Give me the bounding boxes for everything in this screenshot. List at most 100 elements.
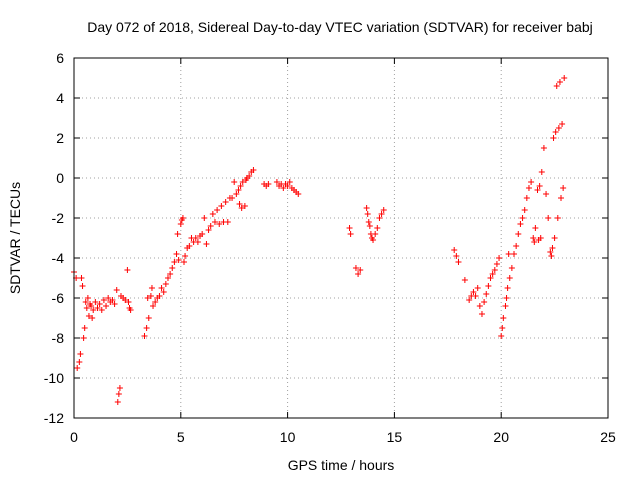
data-point	[127, 307, 134, 313]
data-point	[537, 235, 544, 241]
data-point	[81, 325, 88, 331]
data-point	[355, 271, 362, 277]
data-point	[186, 243, 193, 249]
data-point	[203, 241, 210, 247]
data-point	[98, 307, 105, 313]
data-point	[515, 231, 522, 237]
data-point	[82, 299, 89, 305]
data-point	[549, 245, 556, 251]
data-point	[506, 275, 513, 281]
data-point	[273, 179, 280, 185]
data-point	[559, 121, 566, 127]
x-tick-label: 0	[70, 429, 78, 445]
data-point	[366, 223, 373, 229]
chart-title: Day 072 of 2018, Sidereal Day-to-day VTE…	[87, 19, 593, 35]
data-point	[558, 195, 565, 201]
data-point	[265, 181, 272, 187]
data-point	[216, 221, 223, 227]
y-tick-label: 2	[56, 130, 64, 146]
data-point	[555, 125, 562, 131]
x-tick-label: 10	[280, 429, 296, 445]
data-point	[167, 271, 174, 277]
x-tick-label: 25	[600, 429, 616, 445]
y-tick-label: -12	[44, 410, 64, 426]
data-point	[380, 207, 387, 213]
data-point	[481, 299, 488, 305]
data-point	[504, 285, 511, 291]
data-point	[250, 167, 257, 173]
data-point	[148, 285, 155, 291]
data-point	[453, 253, 460, 259]
data-point	[194, 239, 201, 245]
data-point	[141, 333, 148, 339]
data-point	[508, 265, 515, 271]
data-point	[455, 259, 462, 265]
y-tick-label: 4	[56, 90, 64, 106]
y-tick-label: 6	[56, 50, 64, 66]
data-point	[551, 235, 558, 241]
data-point	[536, 183, 543, 189]
data-point	[209, 211, 216, 217]
data-point	[229, 195, 236, 201]
data-point	[364, 211, 371, 217]
data-point	[179, 215, 186, 221]
data-point	[246, 173, 253, 179]
data-point	[528, 179, 535, 185]
data-point	[201, 215, 208, 221]
data-point	[100, 297, 107, 303]
y-tick-label: -4	[52, 250, 65, 266]
data-point	[485, 283, 492, 289]
data-point	[79, 283, 86, 289]
data-point	[483, 291, 490, 297]
data-point	[177, 221, 184, 227]
data-point	[548, 253, 555, 259]
x-tick-label: 15	[387, 429, 403, 445]
data-point	[357, 267, 364, 273]
data-point	[474, 285, 481, 291]
data-point	[493, 261, 500, 267]
data-point	[478, 311, 485, 317]
data-point	[523, 195, 530, 201]
data-point	[111, 301, 118, 307]
data-point	[182, 253, 189, 259]
data-point	[147, 293, 154, 299]
data-point	[239, 179, 246, 185]
data-point	[347, 231, 354, 237]
data-point	[158, 285, 165, 291]
data-point	[491, 267, 498, 273]
data-point	[531, 239, 538, 245]
data-point	[378, 211, 385, 217]
data-point	[192, 235, 199, 241]
data-point	[554, 215, 561, 221]
data-point	[237, 183, 244, 189]
data-point	[500, 315, 507, 321]
data-point	[150, 303, 157, 309]
data-point	[284, 183, 291, 189]
y-tick-label: -2	[52, 210, 65, 226]
data-point	[451, 247, 458, 253]
data-point	[84, 295, 91, 301]
data-point	[222, 199, 229, 205]
data-point	[156, 293, 163, 299]
data-point	[489, 271, 496, 277]
x-tick-label: 20	[493, 429, 509, 445]
data-point	[205, 227, 212, 233]
data-point	[543, 191, 550, 197]
data-point	[83, 305, 90, 311]
data-point	[162, 281, 169, 287]
data-point	[499, 325, 506, 331]
data-point	[169, 265, 176, 271]
data-point	[199, 231, 206, 237]
data-point	[374, 225, 381, 231]
data-point	[470, 289, 477, 295]
data-point	[560, 185, 567, 191]
data-point	[181, 259, 188, 265]
data-point	[90, 307, 97, 313]
data-point	[487, 275, 494, 281]
data-point	[116, 385, 123, 391]
data-point	[235, 187, 242, 193]
data-point	[78, 275, 85, 281]
data-point	[144, 295, 151, 301]
data-point	[238, 205, 245, 211]
data-point	[498, 333, 505, 339]
